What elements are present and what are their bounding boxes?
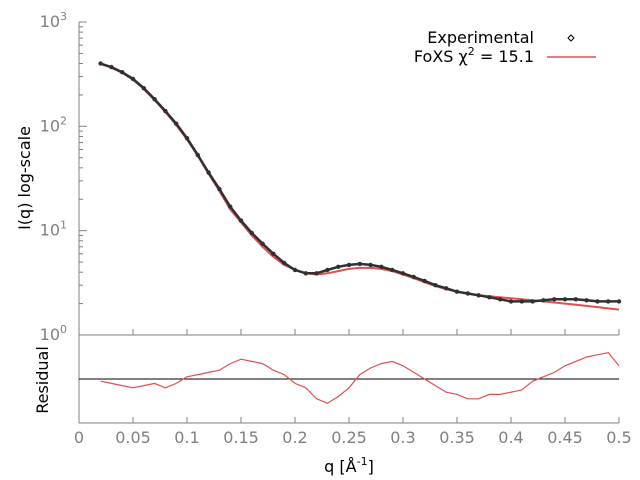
x-tick-label: 0.5	[606, 428, 631, 447]
y-tick-label: 101	[40, 219, 67, 240]
residual-axis-title: Residual	[33, 346, 52, 414]
x-axis-title-text: q [Å	[324, 457, 356, 476]
x-tick-label: 0.4	[498, 428, 523, 447]
x-axis-title-exponent: -1	[357, 455, 368, 468]
y-axis-title: I(q) log-scale	[15, 126, 34, 230]
y-tick-exponent: 2	[60, 114, 67, 127]
x-axis-title-suffix: ]	[368, 457, 374, 476]
legend-label-foxs: FoXS χ2 = 15.1	[414, 45, 534, 66]
y-tick-mantissa: 10	[40, 116, 60, 135]
x-tick-label: 0.3	[390, 428, 415, 447]
y-tick-exponent: 1	[60, 219, 67, 232]
series-residual-line	[100, 351, 620, 404]
x-tick-label: 0.15	[223, 428, 259, 447]
series-experimental-trace	[100, 62, 619, 303]
legend-marker-experimental	[567, 34, 575, 42]
y-tick-mantissa: 10	[40, 325, 60, 344]
legend-label-foxs-prefix: FoXS χ	[414, 47, 468, 66]
x-tick-label: 0.25	[331, 428, 367, 447]
residual-plot-area: 0 0.05 0.1 0.15 0.2 0.25 0.3 0.35 0.4 0.45 0.5	[74, 329, 632, 447]
legend-marker-point	[567, 34, 575, 42]
legend: Experimental FoXS χ2 = 15.1	[414, 28, 596, 66]
y-tick-label: 102	[40, 114, 67, 135]
x-axis-title: q [Å-1]	[324, 455, 374, 476]
y-tick-mantissa: 10	[40, 221, 60, 240]
x-tick-label: 0.1	[174, 428, 199, 447]
main-series-group	[98, 61, 622, 311]
x-tick-label: 0.2	[282, 428, 307, 447]
legend-label-foxs-exponent: 2	[468, 45, 475, 58]
y-tick-label: 100	[40, 323, 67, 344]
x-tick-label: 0.35	[439, 428, 475, 447]
x-tick-label: 0	[74, 428, 84, 447]
y-tick-exponent: 3	[60, 10, 67, 23]
y-tick-exponent: 0	[60, 323, 67, 336]
y-tick-label: 103	[40, 10, 67, 31]
x-tick-label: 0.05	[115, 428, 151, 447]
x-ticks: 0 0.05 0.1 0.15 0.2 0.25 0.3 0.35 0.4 0.45 0.5	[74, 329, 632, 447]
x-tick-label: 0.45	[547, 428, 583, 447]
legend-label-experimental: Experimental	[427, 28, 534, 47]
legend-label-foxs-suffix: = 15.1	[475, 47, 534, 66]
residual-series-group	[100, 351, 620, 404]
y-tick-mantissa: 10	[40, 12, 60, 31]
